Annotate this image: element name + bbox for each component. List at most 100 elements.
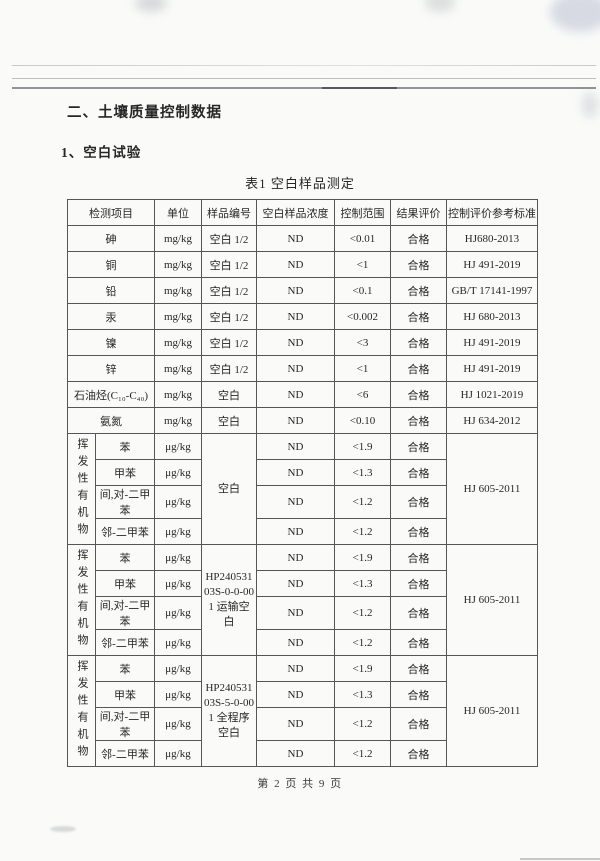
cell-unit: mg/kg [154, 381, 202, 408]
table-row: 邻-二甲苯 μg/kg ND <1.2 合格 [68, 629, 538, 656]
cell-item: 间,对-二甲苯 [95, 485, 155, 519]
cell-standard: HJ 491-2019 [446, 355, 538, 382]
cell-result: 合格 [390, 329, 447, 356]
scan-edge-line [520, 858, 600, 860]
cell-result: 合格 [390, 570, 447, 597]
cell-sample: 空白 1/2 [201, 225, 257, 252]
cell-item: 间,对-二甲苯 [95, 596, 155, 630]
table-row: 氨氮 mg/kg 空白 ND <0.10 合格 HJ 634-2012 [67, 407, 538, 434]
cell-item: 苯 [95, 544, 155, 571]
table-row: 邻-二甲苯 μg/kg ND <1.2 合格 [68, 740, 538, 767]
cell-sample: 空白 1/2 [201, 277, 257, 304]
cell-conc: ND [256, 407, 335, 434]
cell-conc: ND [256, 485, 335, 519]
cell-conc: ND [256, 225, 335, 252]
cell-unit: μg/kg [154, 544, 202, 571]
cell-range: <1.9 [334, 655, 391, 682]
cell-result: 合格 [390, 485, 447, 519]
cell-group-label: 挥发性有机物 [67, 433, 96, 545]
cell-result: 合格 [390, 407, 447, 434]
cell-result: 合格 [390, 596, 447, 630]
cell-item: 苯 [95, 655, 155, 682]
column-header-result: 结果评价 [390, 199, 447, 226]
cell-item: 砷 [67, 225, 155, 252]
cell-conc: ND [256, 570, 335, 597]
column-header-control-range: 控制范围 [334, 199, 391, 226]
cell-range: <1.2 [334, 518, 391, 545]
header-rule-dark-segment [322, 87, 397, 89]
cell-unit: μg/kg [154, 433, 202, 460]
cell-range: <1 [334, 251, 391, 278]
cell-range: <0.01 [334, 225, 391, 252]
table-row: 砷 mg/kg 空白 1/2 ND <0.01 合格 HJ680-2013 [67, 225, 538, 252]
table-row: 甲苯 μg/kg ND <1.3 合格 [68, 459, 538, 486]
column-header-item: 检测项目 [67, 199, 155, 226]
cell-standard: HJ680-2013 [446, 225, 538, 252]
header-rule-line [12, 87, 596, 89]
cell-conc: ND [256, 459, 335, 486]
table-row: 间,对-二甲苯 μg/kg ND <1.2 合格 [68, 596, 538, 630]
cell-item: 间,对-二甲苯 [95, 707, 155, 741]
cell-standard: HJ 634-2012 [446, 407, 538, 434]
cell-sample: 空白 1/2 [201, 329, 257, 356]
cell-item: 镍 [67, 329, 155, 356]
voc-group-label: 挥发性有机物 [76, 438, 88, 540]
table-row: 间,对-二甲苯 μg/kg ND <1.2 合格 [68, 707, 538, 741]
cell-result: 合格 [390, 277, 447, 304]
cell-conc: ND [256, 681, 335, 708]
cell-range: <1.2 [334, 596, 391, 630]
cell-result: 合格 [390, 433, 447, 460]
cell-result: 合格 [390, 544, 447, 571]
cell-range: <0.002 [334, 303, 391, 330]
cell-item: 甲苯 [95, 570, 155, 597]
cell-conc: ND [256, 707, 335, 741]
cell-conc: ND [256, 518, 335, 545]
cell-item: 氨氮 [67, 407, 155, 434]
voc-group-label: 挥发性有机物 [76, 549, 88, 651]
cell-conc: ND [256, 629, 335, 656]
scan-smudge [135, 0, 167, 12]
scan-smudge [425, 0, 455, 12]
cell-range: <3 [334, 329, 391, 356]
cell-standard: GB/T 17141-1997 [446, 277, 538, 304]
cell-range: <1.2 [334, 485, 391, 519]
cell-item: 汞 [67, 303, 155, 330]
cell-range: <1.9 [334, 433, 391, 460]
cell-item: 苯 [95, 433, 155, 460]
cell-standard: HJ 491-2019 [446, 251, 538, 278]
cell-sample: 空白 1/2 [201, 251, 257, 278]
cell-item: 铅 [67, 277, 155, 304]
table-row: 铜 mg/kg 空白 1/2 ND <1 合格 HJ 491-2019 [67, 251, 538, 278]
cell-unit: μg/kg [154, 707, 202, 741]
cell-item: 甲苯 [95, 459, 155, 486]
table-row: 邻-二甲苯 μg/kg ND <1.2 合格 [68, 518, 538, 545]
section-heading: 二、土壤质量控制数据 [67, 105, 222, 121]
cell-group-label: 挥发性有机物 [67, 655, 96, 767]
cell-conc: ND [256, 596, 335, 630]
table-row: 汞 mg/kg 空白 1/2 ND <0.002 合格 HJ 680-2013 [67, 303, 538, 330]
cell-result: 合格 [390, 303, 447, 330]
cell-sample: 空白 1/2 [201, 303, 257, 330]
column-header-sample-no: 样品编号 [201, 199, 257, 226]
cell-unit: mg/kg [154, 225, 202, 252]
cell-standard: HJ 605-2011 [446, 544, 538, 656]
cell-item: 邻-二甲苯 [95, 629, 155, 656]
cell-unit: μg/kg [154, 596, 202, 630]
scan-smudge [50, 826, 76, 832]
cell-unit: mg/kg [154, 303, 202, 330]
table-row: 挥发性有机物 苯 μg/kg 空白 ND <1.9 合格 HJ 605-2011 [67, 433, 538, 545]
cell-range: <0.10 [334, 407, 391, 434]
cell-unit: μg/kg [154, 681, 202, 708]
cell-sample: 空白 [201, 407, 257, 434]
cell-range: <0.1 [334, 277, 391, 304]
cell-item: 石油烃(C₁₀-C₄₀) [67, 381, 155, 408]
cell-range: <1.9 [334, 544, 391, 571]
cell-standard: HJ 491-2019 [446, 329, 538, 356]
table-row: 间,对-二甲苯 μg/kg ND <1.2 合格 [68, 485, 538, 519]
cell-result: 合格 [390, 740, 447, 767]
cell-conc: ND [256, 277, 335, 304]
cell-standard: HJ 680-2013 [446, 303, 538, 330]
cell-result: 合格 [390, 629, 447, 656]
scan-smudge [550, 0, 600, 32]
